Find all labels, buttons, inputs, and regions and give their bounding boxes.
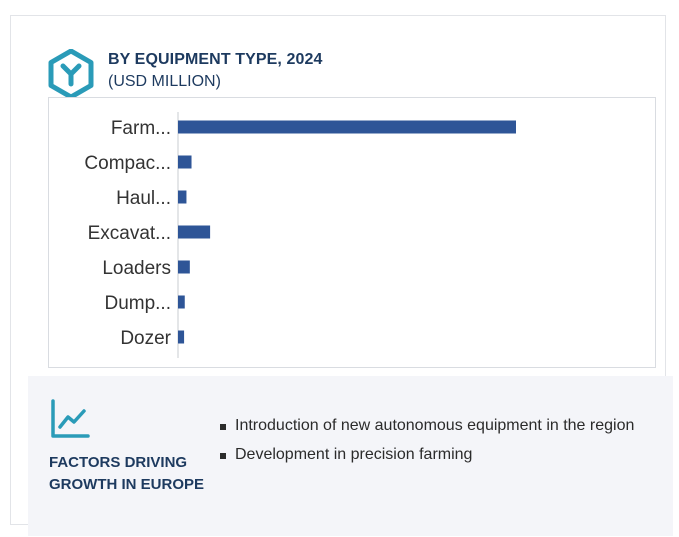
chart-subtitle: (USD MILLION) (108, 73, 221, 90)
bullet-icon (220, 424, 226, 430)
category-tick-label: Excavat... (88, 223, 171, 244)
hexagon-y-logo-icon (48, 49, 94, 99)
category-tick-label: Compac... (84, 153, 171, 174)
chart-title: BY EQUIPMENT TYPE, 2024 (108, 51, 323, 68)
category-tick-label: Loaders (102, 258, 171, 279)
bar (178, 120, 516, 134)
bar (178, 330, 185, 344)
factor-item: Introduction of new autonomous equipment… (220, 414, 660, 438)
category-tick-label: Farm... (111, 118, 171, 139)
bullet-icon (220, 453, 226, 459)
chart-card: BY EQUIPMENT TYPE, 2024 (USD MILLION) Fa… (10, 15, 673, 536)
factor-text: Introduction of new autonomous equipment… (235, 417, 635, 434)
bar (178, 190, 187, 204)
category-tick-label: Dump... (104, 293, 171, 314)
factors-list: Introduction of new autonomous equipment… (220, 414, 660, 472)
factors-title: FACTORS DRIVING GROWTH IN EUROPE (49, 454, 205, 493)
bar (178, 260, 190, 274)
factor-text: Development in precision farming (235, 446, 473, 463)
bar (178, 155, 192, 169)
factors-panel: FACTORS DRIVING GROWTH IN EUROPE Introdu… (28, 376, 673, 536)
trend-line-chart-icon (51, 399, 90, 438)
bar (178, 225, 211, 239)
bar (178, 295, 185, 309)
category-tick-label: Dozer (120, 328, 171, 349)
bar-chart-svg: Farm... Compac... Haul... Excavat... Loaders… (84, 112, 516, 358)
bar-chart: Farm... Compac... Haul... Excavat... Loaders… (48, 97, 656, 368)
factor-item: Development in precision farming (220, 443, 660, 467)
category-tick-label: Haul... (116, 188, 171, 209)
